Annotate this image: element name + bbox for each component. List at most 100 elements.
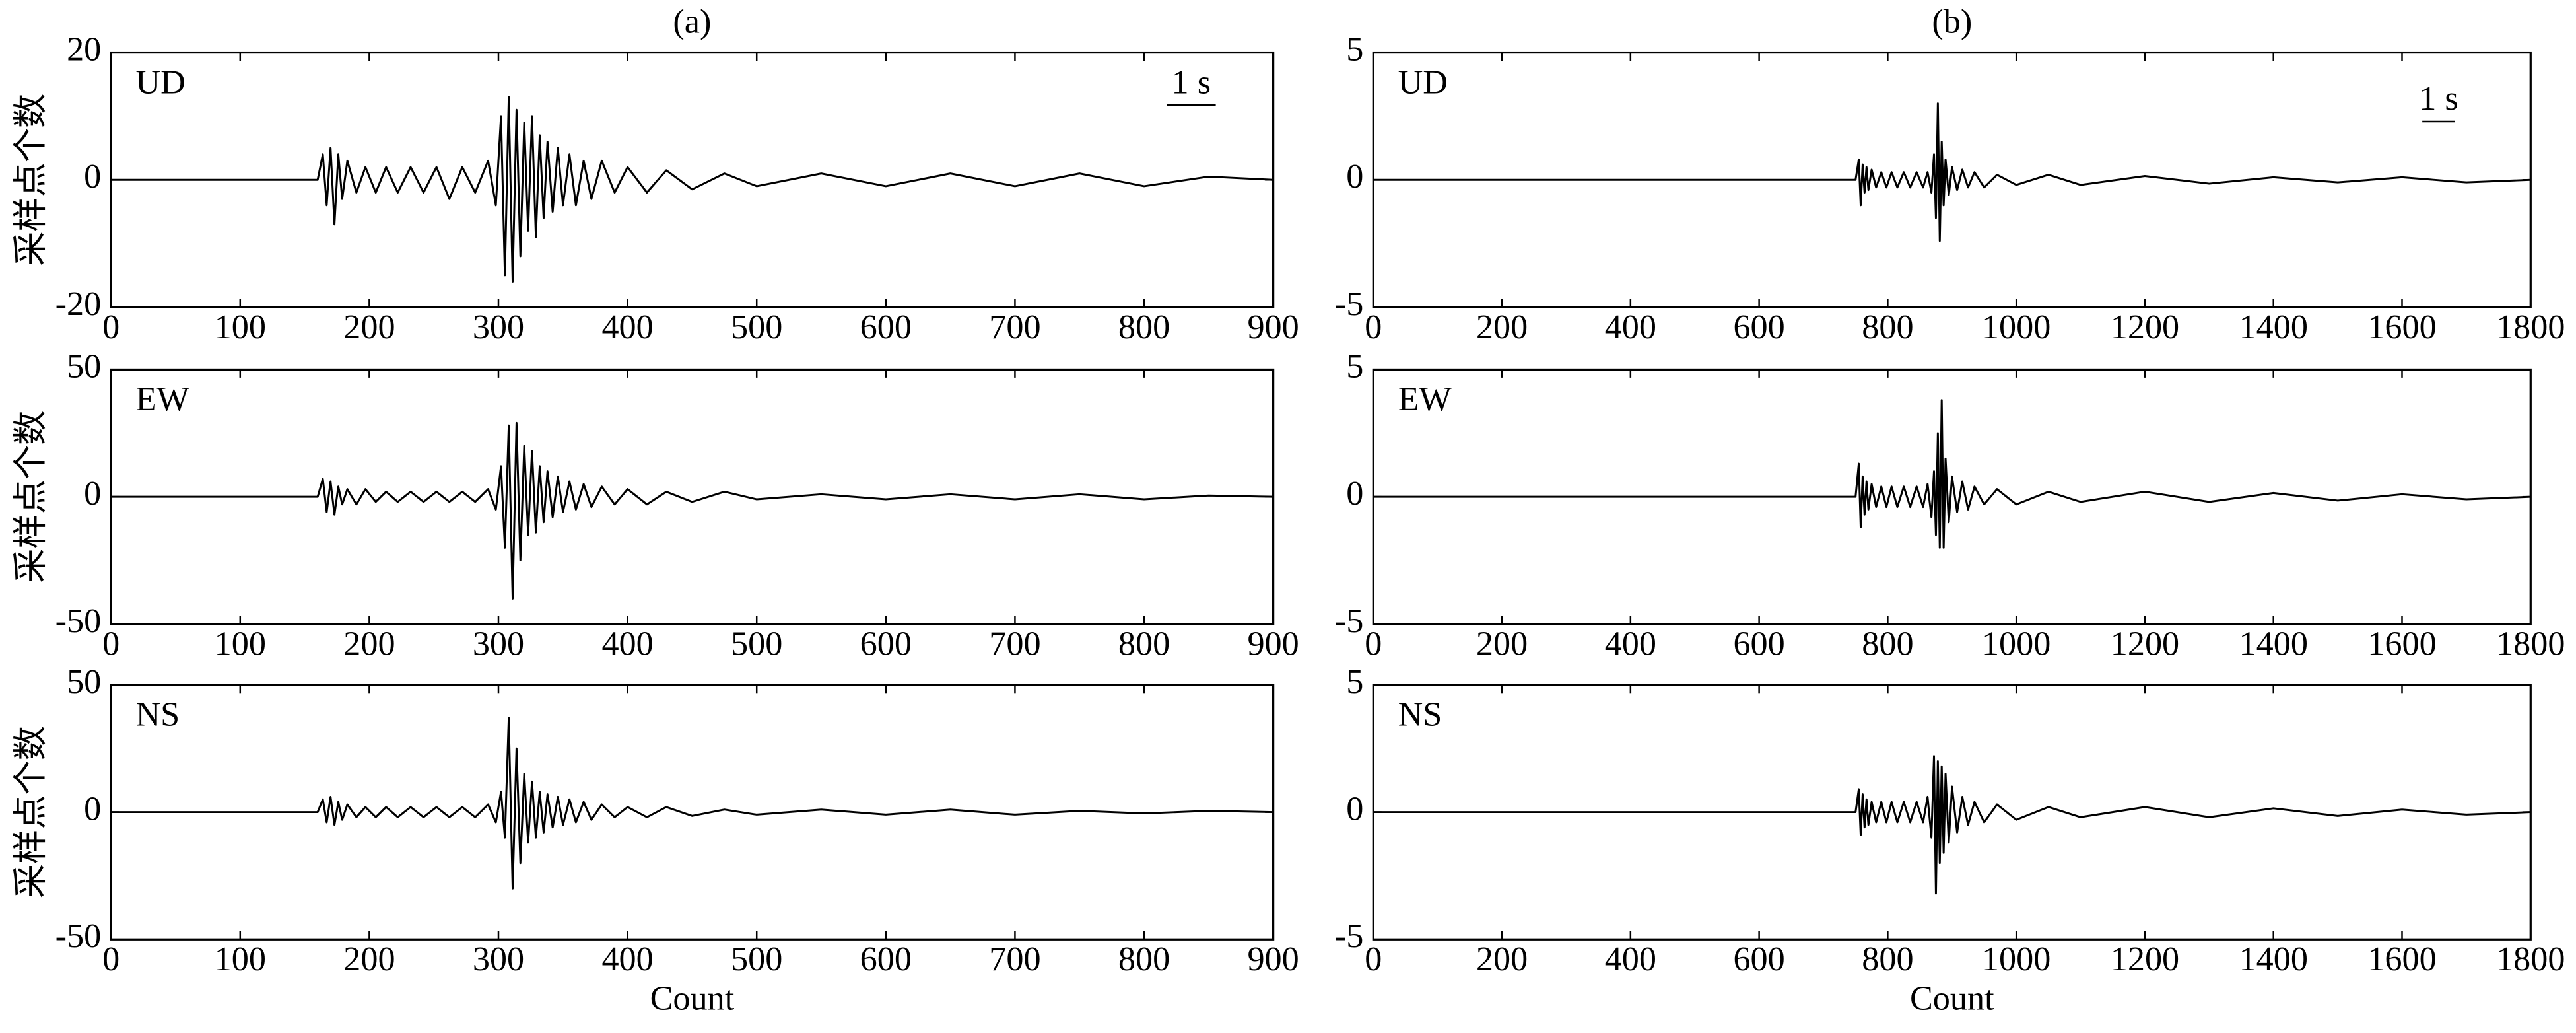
- waveform: [1373, 102, 2531, 242]
- x-tick-label: 1800: [2496, 940, 2565, 978]
- y-tick-label: -20: [55, 285, 102, 323]
- y-tick-label: -5: [1335, 285, 1364, 323]
- x-tick-label: 200: [1476, 940, 1528, 978]
- waveform: [111, 96, 1273, 283]
- x-tick-label: 900: [1247, 625, 1299, 663]
- x-tick-label: 100: [215, 308, 266, 346]
- x-tick-label: 1200: [2111, 940, 2179, 978]
- y-axis-label: 采样点个数: [11, 411, 50, 583]
- x-tick-label: 1000: [1982, 940, 2051, 978]
- x-tick-label: 900: [1247, 940, 1299, 978]
- x-tick-label: 600: [860, 308, 912, 346]
- x-axis-label: Count: [1910, 980, 1994, 1018]
- x-tick-label: 0: [102, 308, 119, 346]
- y-tick-label: 0: [84, 790, 101, 828]
- x-tick-label: 0: [1365, 308, 1382, 346]
- y-tick-label: 5: [1346, 662, 1363, 701]
- y-axis-label: 采样点个数: [11, 94, 50, 266]
- waveform: [1373, 755, 2531, 895]
- x-tick-label: 400: [601, 308, 653, 346]
- x-tick-label: 0: [1365, 625, 1382, 663]
- component-label: EW: [1398, 380, 1452, 418]
- y-tick-label: 0: [84, 157, 101, 196]
- x-tick-label: 1400: [2239, 625, 2308, 663]
- x-tick-label: 800: [1118, 940, 1170, 978]
- x-tick-label: 200: [343, 308, 395, 346]
- x-tick-label: 400: [601, 625, 653, 663]
- scale-bar-label: 1 s: [2419, 79, 2458, 118]
- x-tick-label: 700: [989, 308, 1040, 346]
- x-tick-label: 1800: [2496, 625, 2565, 663]
- x-tick-label: 200: [1476, 625, 1528, 663]
- x-tick-label: 400: [1605, 940, 1656, 978]
- x-tick-label: 1000: [1982, 625, 2051, 663]
- y-tick-label: -50: [55, 602, 102, 640]
- x-axis-label: Count: [650, 980, 735, 1018]
- component-label: UD: [135, 63, 185, 101]
- scale-bar-label: 1 s: [1172, 63, 1211, 101]
- y-tick-label: 0: [1346, 790, 1363, 828]
- panel-title: (b): [1932, 2, 1972, 40]
- x-tick-label: 200: [343, 625, 395, 663]
- x-tick-label: 1000: [1982, 308, 2051, 346]
- x-tick-label: 1400: [2239, 940, 2308, 978]
- y-tick-label: -5: [1335, 602, 1364, 640]
- x-tick-label: 300: [473, 308, 524, 346]
- x-tick-label: 800: [1862, 625, 1913, 663]
- x-tick-label: 500: [731, 308, 782, 346]
- x-tick-label: 600: [860, 625, 912, 663]
- x-tick-label: 1600: [2367, 940, 2436, 978]
- y-tick-label: 0: [84, 474, 101, 513]
- component-label: UD: [1398, 63, 1448, 101]
- x-tick-label: 600: [1733, 625, 1784, 663]
- x-tick-label: 700: [989, 625, 1040, 663]
- component-label: NS: [1398, 695, 1442, 734]
- y-axis-label: 采样点个数: [11, 726, 50, 898]
- waveform: [1373, 399, 2531, 549]
- y-tick-label: 20: [67, 30, 101, 69]
- y-tick-label: 5: [1346, 347, 1363, 385]
- x-tick-label: 0: [1365, 940, 1382, 978]
- x-tick-label: 1600: [2367, 625, 2436, 663]
- y-tick-label: 5: [1346, 30, 1363, 69]
- x-tick-label: 100: [215, 940, 266, 978]
- waveform: [111, 421, 1273, 600]
- x-tick-label: 600: [1733, 940, 1784, 978]
- x-tick-label: 100: [215, 625, 266, 663]
- x-tick-label: 1200: [2111, 625, 2179, 663]
- x-tick-label: 800: [1862, 940, 1913, 978]
- x-tick-label: 800: [1118, 308, 1170, 346]
- x-tick-label: 1400: [2239, 308, 2308, 346]
- x-tick-label: 800: [1862, 308, 1913, 346]
- x-tick-label: 500: [731, 625, 782, 663]
- x-tick-label: 600: [1733, 308, 1784, 346]
- y-tick-label: 50: [67, 662, 101, 701]
- x-tick-label: 400: [601, 940, 653, 978]
- x-tick-label: 0: [102, 625, 119, 663]
- y-tick-label: -5: [1335, 917, 1364, 955]
- component-label: NS: [135, 695, 180, 734]
- y-tick-label: -50: [55, 917, 102, 955]
- y-tick-label: 0: [1346, 157, 1363, 196]
- panel-title: (a): [673, 2, 711, 40]
- component-label: EW: [135, 380, 189, 418]
- x-tick-label: 1600: [2367, 308, 2436, 346]
- x-tick-label: 500: [731, 940, 782, 978]
- x-tick-label: 900: [1247, 308, 1299, 346]
- x-tick-label: 200: [1476, 308, 1528, 346]
- x-tick-label: 400: [1605, 308, 1656, 346]
- x-tick-label: 600: [860, 940, 912, 978]
- waveform: [111, 717, 1273, 890]
- x-tick-label: 800: [1118, 625, 1170, 663]
- x-tick-label: 700: [989, 940, 1040, 978]
- x-tick-label: 200: [343, 940, 395, 978]
- y-tick-label: 50: [67, 347, 101, 385]
- x-tick-label: 400: [1605, 625, 1656, 663]
- y-tick-label: 0: [1346, 474, 1363, 513]
- x-tick-label: 1800: [2496, 308, 2565, 346]
- x-tick-label: 1200: [2111, 308, 2179, 346]
- x-tick-label: 300: [473, 940, 524, 978]
- x-tick-label: 300: [473, 625, 524, 663]
- x-tick-label: 0: [102, 940, 119, 978]
